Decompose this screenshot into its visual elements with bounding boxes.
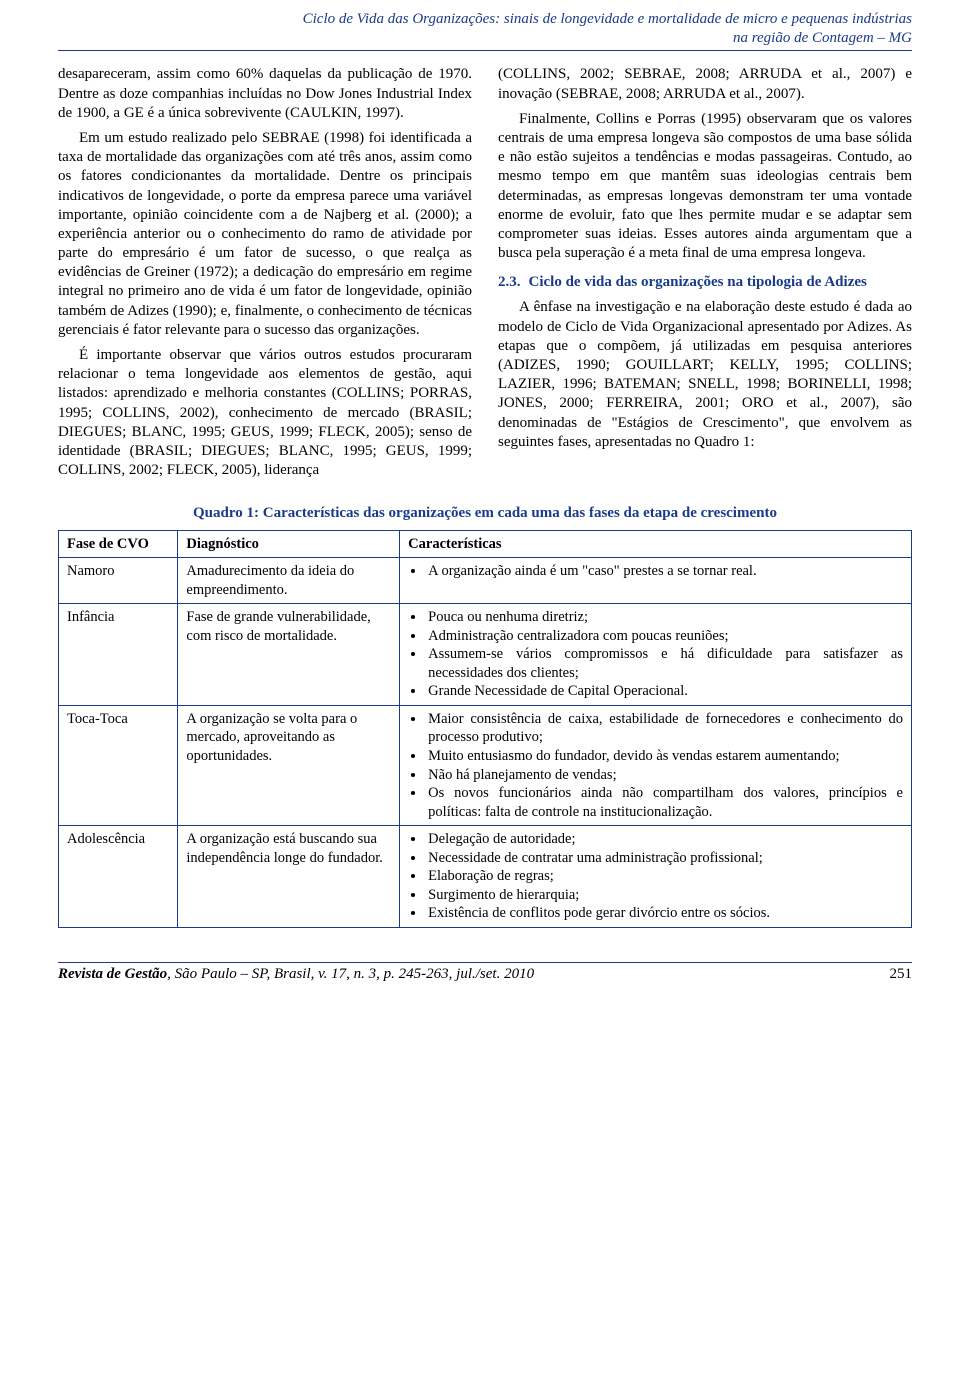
char-item: Delegação de autoridade; <box>426 830 903 849</box>
char-item: Existência de conflitos pode gerar divór… <box>426 904 903 923</box>
section-title: Ciclo de vida das organizações na tipolo… <box>529 273 913 292</box>
char-item: Pouca ou nenhuma diretriz; <box>426 608 903 627</box>
cell-chars: Maior consistência de caixa, estabilidad… <box>400 705 912 825</box>
header-line-2: na região de Contagem – MG <box>58 29 912 48</box>
char-item: A organização ainda é um "caso" prestes … <box>426 562 903 581</box>
header-line-1: Ciclo de Vida das Organizações: sinais d… <box>58 10 912 29</box>
left-para-2: Em um estudo realizado pelo SEBRAE (1998… <box>58 129 472 340</box>
char-item: Assumem-se vários compromissos e há difi… <box>426 645 903 682</box>
table-row: NamoroAmadurecimento da ideia do empreen… <box>59 558 912 604</box>
cell-phase: Adolescência <box>59 826 178 928</box>
cell-diag: Fase de grande vulnerabilidade, com risc… <box>178 604 400 706</box>
cell-diag: Amadurecimento da ideia do empreendiment… <box>178 558 400 604</box>
table-title: Quadro 1: Características das organizaçõ… <box>58 504 912 523</box>
left-para-3: É importante observar que vários outros … <box>58 346 472 480</box>
right-para-1: (COLLINS, 2002; SEBRAE, 2008; ARRUDA et … <box>498 65 912 103</box>
char-item: Administração centralizadora com poucas … <box>426 627 903 646</box>
th-phase: Fase de CVO <box>59 530 178 558</box>
cell-diag: A organização se volta para o mercado, a… <box>178 705 400 825</box>
section-heading: 2.3. Ciclo de vida das organizações na t… <box>498 273 912 292</box>
left-column: desapareceram, assim como 60% daquelas d… <box>58 65 472 486</box>
footer-citation: Revista de Gestão, São Paulo – SP, Brasi… <box>58 965 534 984</box>
body-columns: desapareceram, assim como 60% daquelas d… <box>58 65 912 486</box>
char-item: Necessidade de contratar uma administraç… <box>426 849 903 868</box>
char-item: Grande Necessidade de Capital Operaciona… <box>426 682 903 701</box>
footer-rest: , São Paulo – SP, Brasil, v. 17, n. 3, p… <box>167 966 534 982</box>
cell-chars: Pouca ou nenhuma diretriz;Administração … <box>400 604 912 706</box>
table-row: Toca-TocaA organização se volta para o m… <box>59 705 912 825</box>
cell-chars: A organização ainda é um "caso" prestes … <box>400 558 912 604</box>
char-item: Surgimento de hierarquia; <box>426 886 903 905</box>
cell-diag: A organização está buscando sua independ… <box>178 826 400 928</box>
left-para-1: desapareceram, assim como 60% daquelas d… <box>58 65 472 123</box>
cell-phase: Namoro <box>59 558 178 604</box>
running-header: Ciclo de Vida das Organizações: sinais d… <box>58 10 912 51</box>
header-rule <box>58 50 912 51</box>
page-footer: Revista de Gestão, São Paulo – SP, Brasi… <box>58 962 912 984</box>
char-item: Elaboração de regras; <box>426 867 903 886</box>
char-item: Muito entusiasmo do fundador, devido às … <box>426 747 903 766</box>
table-row: InfânciaFase de grande vulnerabilidade, … <box>59 604 912 706</box>
char-item: Maior consistência de caixa, estabilidad… <box>426 710 903 747</box>
th-chars: Características <box>400 530 912 558</box>
footer-page-number: 251 <box>890 965 913 984</box>
right-column: (COLLINS, 2002; SEBRAE, 2008; ARRUDA et … <box>498 65 912 486</box>
right-para-3: A ênfase na investigação e na elaboração… <box>498 298 912 452</box>
cell-phase: Toca-Toca <box>59 705 178 825</box>
table-header-row: Fase de CVO Diagnóstico Características <box>59 530 912 558</box>
section-number: 2.3. <box>498 273 521 292</box>
cell-phase: Infância <box>59 604 178 706</box>
table-row: AdolescênciaA organização está buscando … <box>59 826 912 928</box>
th-diag: Diagnóstico <box>178 530 400 558</box>
table-body: NamoroAmadurecimento da ideia do empreen… <box>59 558 912 928</box>
footer-journal: Revista de Gestão <box>58 966 167 982</box>
cell-chars: Delegação de autoridade;Necessidade de c… <box>400 826 912 928</box>
char-item: Não há planejamento de vendas; <box>426 766 903 785</box>
right-para-2: Finalmente, Collins e Porras (1995) obse… <box>498 110 912 264</box>
char-item: Os novos funcionários ainda não comparti… <box>426 784 903 821</box>
phases-table: Fase de CVO Diagnóstico Características … <box>58 530 912 928</box>
